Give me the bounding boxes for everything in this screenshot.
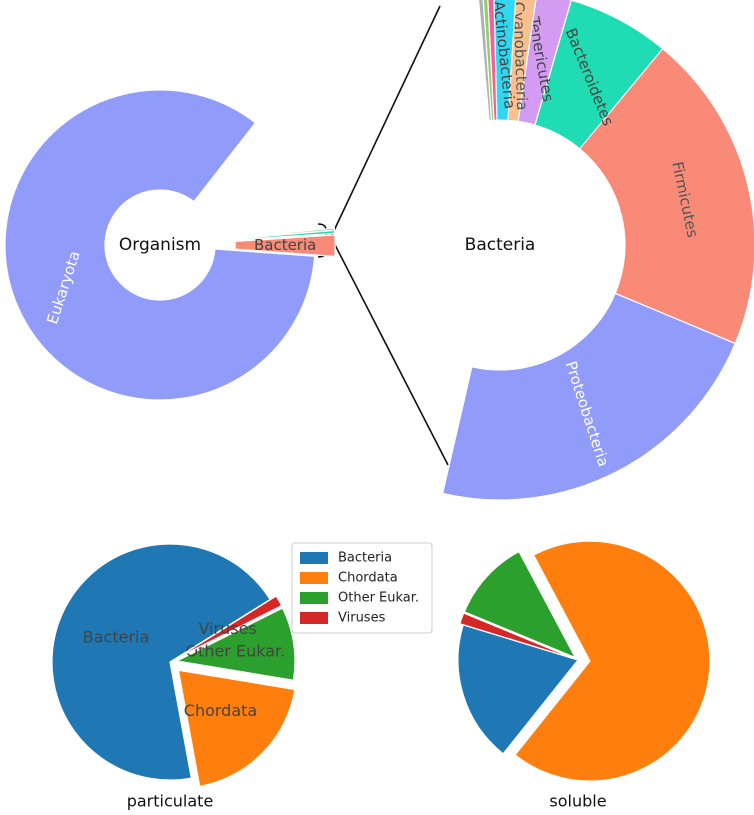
wedge (177, 669, 296, 788)
wedge-label: Cyanobacteria (509, 1, 531, 110)
legend-label: Other Eukar. (338, 591, 419, 606)
connector (317, 5, 449, 466)
legend-label: Bacteria (338, 551, 392, 566)
chart-title: soluble (549, 792, 606, 811)
legend-swatch (300, 572, 328, 584)
wedge (234, 234, 336, 257)
chart: Bacteria Chordata Other Eukar. Viruses parti… (51, 542, 433, 811)
wedge-label: Chordata (184, 701, 257, 720)
wedge (4, 89, 316, 401)
chart-title: particulate (127, 792, 214, 811)
chart: soluble (457, 540, 711, 811)
legend-swatch (300, 552, 328, 564)
legend-label: Viruses (338, 611, 386, 626)
connector-line (330, 5, 441, 238)
chart-title: Organism (119, 235, 201, 255)
wedge (514, 540, 711, 782)
wedge (463, 550, 577, 659)
wedge (51, 543, 271, 781)
chart-title: Bacteria (465, 235, 536, 255)
wedge-label: Bacteria (83, 628, 150, 647)
wedge (457, 624, 580, 755)
wedge-label: Viruses (198, 619, 256, 638)
wedge (459, 612, 575, 660)
wedge (175, 595, 283, 660)
wedge (234, 227, 336, 240)
legend-label: Chordata (338, 571, 398, 586)
wedge (578, 47, 754, 345)
legend-box (291, 542, 433, 634)
legend-swatch (300, 612, 328, 624)
wedge-label: Bacteria (254, 236, 316, 254)
wedge-label: Other Eukar. (185, 642, 285, 661)
legend-swatch (300, 592, 328, 604)
wedge (441, 292, 736, 501)
wedge (477, 0, 493, 122)
chart: ProteobacteriaFirmicutesBacteroidetesTen… (441, 0, 754, 501)
connector-line (330, 236, 449, 466)
wedge (175, 607, 296, 681)
